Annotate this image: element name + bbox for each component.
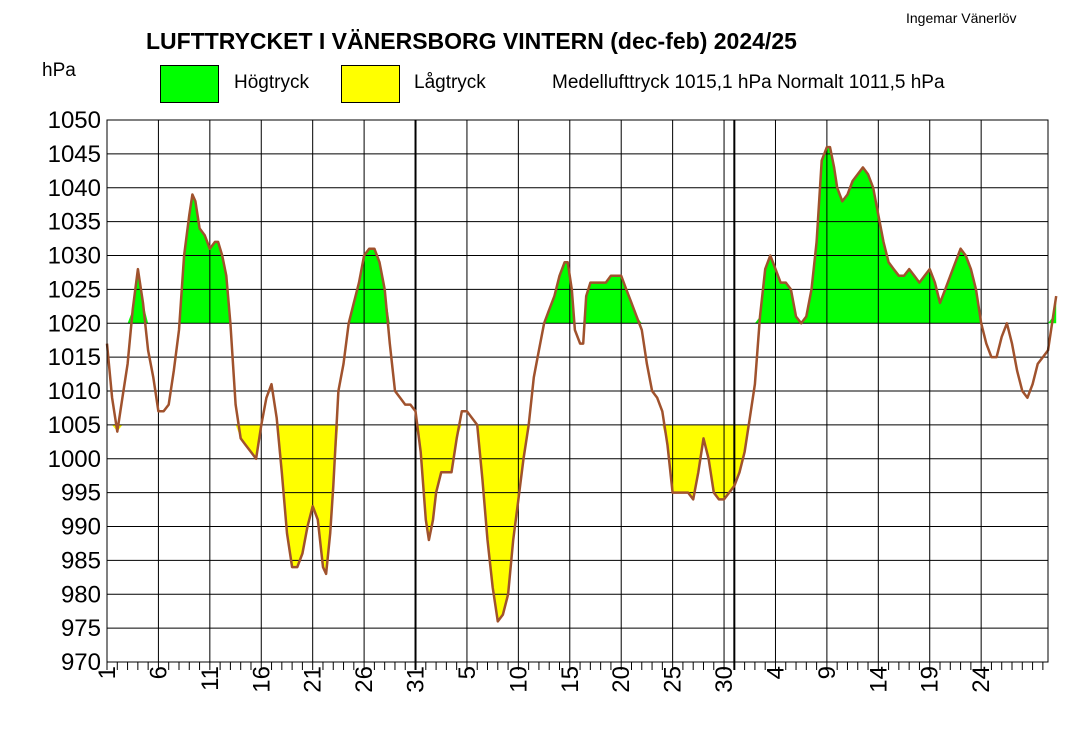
x-tick-label: 25 bbox=[660, 666, 687, 693]
x-tick-label: 15 bbox=[557, 666, 584, 693]
y-tick-label: 995 bbox=[61, 480, 101, 507]
y-tick-label: 1015 bbox=[48, 344, 101, 371]
y-tick-label: 985 bbox=[61, 547, 101, 574]
x-tick-label: 6 bbox=[145, 666, 172, 679]
high-pressure-area bbox=[107, 147, 1057, 324]
y-tick-label: 1005 bbox=[48, 412, 101, 439]
x-tick-label: 11 bbox=[197, 666, 224, 691]
legend-high-label: Högtryck bbox=[234, 72, 309, 93]
legend-low-swatch bbox=[341, 65, 400, 103]
legend-high-swatch bbox=[160, 65, 219, 103]
y-tick-label: 1030 bbox=[48, 243, 101, 270]
y-tick-label: 1010 bbox=[48, 378, 101, 405]
low-pressure-area bbox=[107, 424, 1057, 622]
pressure-line bbox=[105, 145, 1058, 623]
x-tick-label: 20 bbox=[608, 666, 635, 693]
x-tick-label: 1 bbox=[94, 666, 121, 679]
y-tick-label: 1050 bbox=[48, 107, 101, 134]
y-tick-label: 975 bbox=[61, 615, 101, 642]
x-tick-label: 4 bbox=[763, 666, 790, 679]
x-tick-label: 24 bbox=[968, 666, 995, 693]
x-tick-label: 26 bbox=[351, 666, 378, 693]
chart-title: LUFTTRYCKET I VÄNERSBORG VINTERN (dec-fe… bbox=[146, 28, 797, 54]
mean-pressure-text: Medellufttryck 1015,1 hPa Normalt 1011,5… bbox=[552, 72, 945, 93]
legend-low-label: Lågtryck bbox=[414, 72, 486, 93]
x-tick-label: 9 bbox=[814, 666, 841, 679]
y-tick-label: 1025 bbox=[48, 276, 101, 303]
x-tick-label: 16 bbox=[248, 666, 275, 693]
y-tick-label: 1045 bbox=[48, 141, 101, 168]
y-tick-label: 1020 bbox=[48, 310, 101, 337]
author-label: Ingemar Vänerlöv bbox=[906, 10, 1017, 26]
x-tick-label: 31 bbox=[403, 666, 430, 693]
x-tick-label: 21 bbox=[300, 666, 327, 693]
x-tick-label: 10 bbox=[505, 666, 532, 693]
y-tick-label: 1040 bbox=[48, 175, 101, 202]
x-tick-label: 5 bbox=[454, 666, 481, 679]
y-tick-label: 1000 bbox=[48, 446, 101, 473]
plot-border bbox=[106, 119, 1049, 663]
x-tick-label: 30 bbox=[711, 666, 738, 693]
y-axis-unit: hPa bbox=[42, 60, 76, 81]
y-tick-label: 970 bbox=[61, 649, 101, 676]
x-tick-label: 14 bbox=[865, 666, 892, 693]
y-tick-label: 1035 bbox=[48, 209, 101, 236]
y-tick-label: 990 bbox=[61, 514, 101, 541]
x-tick-label: 19 bbox=[917, 666, 944, 693]
y-tick-label: 980 bbox=[61, 581, 101, 608]
